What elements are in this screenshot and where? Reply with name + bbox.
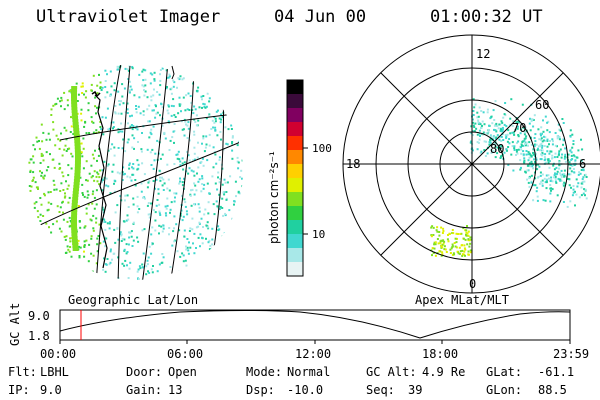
mlat-label-60: 60 — [535, 98, 549, 112]
altitude-plot: GC Alt 9.0 1.8 — [8, 303, 571, 346]
color-bar-frame — [286, 79, 304, 277]
info-door-value: Open — [168, 365, 197, 379]
altitude-xtick-1800: 18:00 — [422, 347, 459, 361]
info-seq-value: 39 — [408, 383, 423, 397]
info-mode-label: Mode: — [246, 365, 283, 379]
color-bar-segment — [287, 220, 303, 235]
info-flt-label: Flt: — [8, 365, 37, 379]
info-glon-label: GLon: — [486, 383, 523, 397]
polar-panel-label: Apex MLat/MLT — [415, 293, 509, 307]
altitude-xtick-1200: 12:00 — [295, 347, 332, 361]
color-bar-segment — [287, 234, 303, 249]
info-glat-label: GLat: — [486, 365, 523, 379]
color-bar-segment — [287, 178, 303, 193]
coastline — [94, 94, 108, 269]
altitude-xtick-0000: 00:00 — [40, 347, 77, 361]
mlt-label-6: 6 — [579, 157, 586, 171]
info-flt-value: LBHL — [40, 365, 69, 379]
altitude-curve — [59, 310, 571, 339]
color-bar-tick-100: 100 — [312, 142, 332, 155]
color-bar-segment — [287, 164, 303, 179]
info-dsp-label: Dsp: — [246, 383, 275, 397]
auroral-emission — [28, 65, 243, 280]
color-bar-segment — [287, 248, 303, 263]
info-dsp-value: -10.0 — [287, 383, 324, 397]
altitude-xtick-2359: 23:59 — [553, 347, 590, 361]
color-bar-segment — [287, 206, 303, 221]
geographic-image — [27, 64, 243, 280]
color-bar-tick-10: 10 — [312, 228, 325, 241]
coastline-fragment — [171, 65, 175, 80]
info-mode-value: Normal — [287, 365, 331, 379]
color-bar-segment — [287, 122, 303, 137]
date-label: 04 Jun 00 — [274, 7, 367, 27]
color-bar-segment — [287, 94, 303, 109]
time-label: 01:00:32 UT — [430, 7, 543, 27]
mlt-label-12: 12 — [476, 47, 490, 61]
mlt-label-0: 0 — [469, 277, 476, 291]
info-gcalt-label: GC Alt: — [366, 365, 417, 379]
mlat-label-80: 80 — [490, 142, 504, 156]
color-bar-segment — [287, 108, 303, 123]
coastline-fragment — [91, 90, 101, 98]
altitude-ytick-9: 9.0 — [28, 309, 50, 323]
polar-plot: 12 18 6 0 60 70 80 — [342, 34, 600, 294]
info-ip-label: IP: — [8, 383, 30, 397]
color-bar-segment — [287, 150, 303, 165]
altitude-ytick-1-8: 1.8 — [28, 329, 50, 343]
color-bar-unit: photon cm⁻²s⁻¹ — [267, 151, 281, 244]
color-bar-segment — [287, 262, 303, 277]
instrument-title: Ultraviolet Imager — [36, 7, 221, 27]
color-bar — [287, 80, 303, 277]
info-gain-value: 13 — [168, 383, 183, 397]
color-bar-segment — [287, 80, 303, 95]
info-door-label: Door: — [126, 365, 163, 379]
color-bar-segment — [287, 136, 303, 151]
info-ip-value: 9.0 — [40, 383, 62, 397]
info-glon-value: 88.5 — [538, 383, 567, 397]
info-glat-value: -61.1 — [538, 365, 575, 379]
altitude-y-label: GC Alt — [8, 303, 22, 346]
geographic-panel-label: Geographic Lat/Lon — [68, 293, 198, 307]
polar-emission — [430, 98, 588, 257]
mlt-label-18: 18 — [346, 157, 360, 171]
color-bar-segment — [287, 192, 303, 207]
info-gain-label: Gain: — [126, 383, 163, 397]
polar-grid — [342, 34, 600, 294]
altitude-xtick-0600: 06:00 — [167, 347, 204, 361]
altitude-plot-frame — [59, 309, 571, 341]
info-gcalt-value: 4.9 Re — [422, 365, 466, 379]
altitude-x-ticks — [59, 340, 571, 344]
info-seq-label: Seq: — [366, 383, 395, 397]
mlat-label-70: 70 — [512, 121, 526, 135]
